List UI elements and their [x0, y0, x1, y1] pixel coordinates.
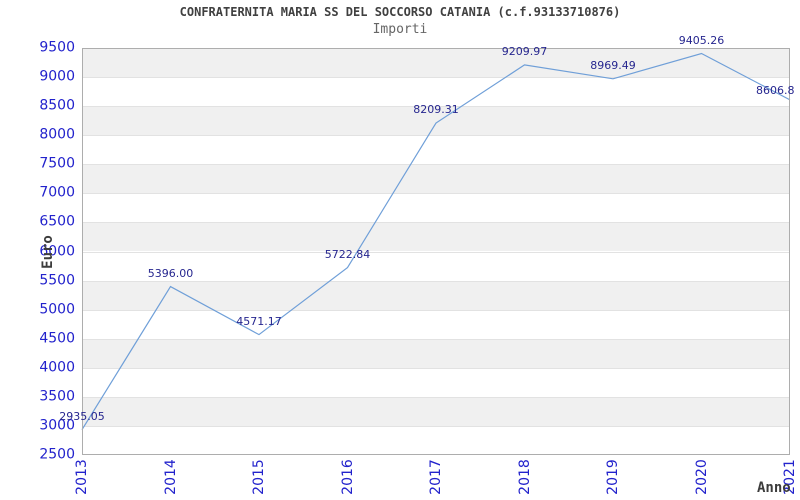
y-tick-label: 3000: [39, 417, 75, 434]
gridline: [82, 222, 790, 224]
y-axis-title: Euro: [40, 234, 56, 269]
point-label: 8209.31: [413, 103, 459, 117]
gridline: [82, 77, 790, 79]
x-tick-label: 2018: [516, 459, 533, 495]
y-tick-label: 5500: [39, 272, 75, 289]
y-tick-label: 3500: [39, 388, 75, 405]
grid-band: [82, 425, 790, 455]
gridline: [82, 164, 790, 166]
point-label: 8606.8: [756, 83, 795, 97]
point-label: 9209.97: [501, 44, 548, 58]
x-tick-label: 2013: [74, 459, 90, 495]
chart-title: CONFRATERNITA MARIA SS DEL SOCCORSO CATA…: [179, 5, 621, 19]
plot-area: [81, 48, 791, 455]
point-label: 4571.17: [236, 314, 282, 328]
line-series-svg: [81, 52, 791, 431]
grid-band: [82, 222, 790, 252]
x-tick-label: 2015: [251, 459, 267, 495]
y-tick-label: 4000: [39, 359, 75, 376]
chart-subtitle: Importi: [372, 22, 428, 37]
grid-band: [82, 280, 790, 310]
grid-band: [82, 396, 790, 426]
data-line: [81, 52, 791, 431]
grid-band: [82, 106, 790, 136]
y-tick-label: 2500: [39, 446, 75, 463]
y-tick-label: 7500: [39, 155, 75, 172]
grid-band: [82, 135, 790, 165]
gridline: [82, 135, 790, 137]
gridline: [82, 280, 790, 282]
gridline: [82, 367, 790, 369]
point-label: 8969.49: [590, 58, 636, 72]
y-tick-label: 6000: [39, 243, 75, 259]
x-tick-label: 2020: [693, 459, 710, 495]
point-label: 5722.84: [324, 247, 371, 261]
y-tick-label: 9500: [39, 39, 75, 56]
gridline: [82, 338, 790, 340]
point-label: 9405.26: [678, 33, 725, 47]
gridline: [82, 106, 790, 108]
grid-band: [82, 338, 790, 368]
grid-band: [82, 367, 790, 397]
x-tick-label: 2019: [605, 459, 621, 495]
point-label: 5396.00: [147, 266, 194, 280]
x-tick-label: 2014: [162, 459, 179, 495]
y-tick-label: 6500: [39, 213, 75, 230]
x-tick-label: 2017: [428, 459, 444, 495]
y-tick-label: 8500: [39, 97, 75, 114]
y-tick-label: 4500: [39, 330, 75, 347]
grid-band: [82, 251, 790, 281]
y-tick-label: 5000: [39, 301, 75, 318]
gridline: [82, 251, 790, 253]
y-tick-label: 8000: [39, 126, 75, 143]
gridline: [82, 193, 790, 195]
gridline: [82, 309, 790, 311]
grid-band: [82, 164, 790, 194]
gridline: [82, 396, 790, 398]
grid-band: [82, 309, 790, 339]
x-axis-title: Anno: [757, 480, 791, 496]
y-tick-label: 9000: [39, 68, 75, 85]
y-tick-label: 7000: [39, 184, 75, 201]
point-label: 2935.05: [59, 409, 105, 423]
x-tick-label: 2016: [339, 459, 356, 495]
grid-band: [82, 193, 790, 223]
grid-band: [82, 77, 790, 107]
gridline: [82, 425, 790, 427]
